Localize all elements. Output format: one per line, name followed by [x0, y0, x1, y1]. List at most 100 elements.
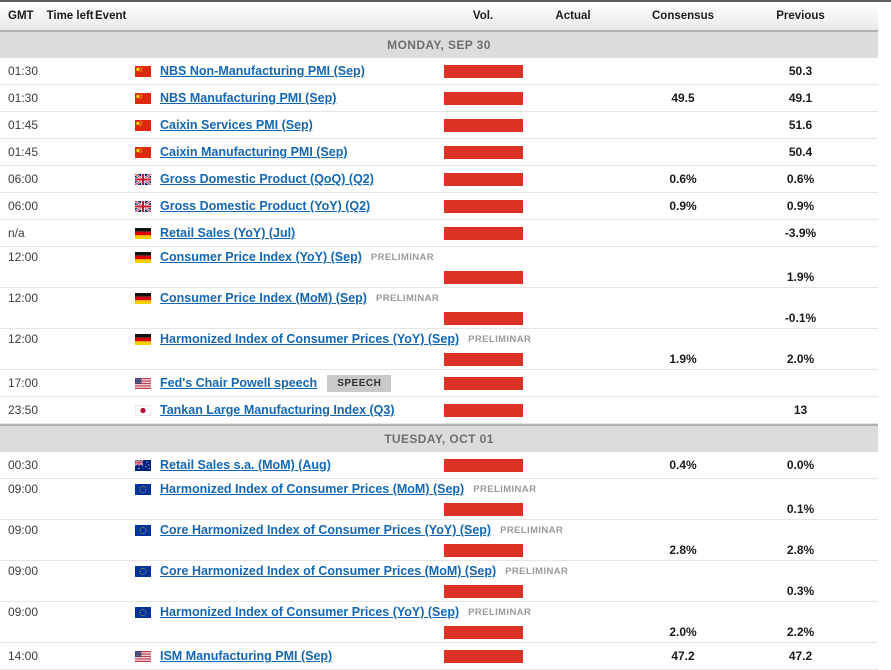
- event-row: 23:50 Tankan Large Manufacturing Index (…: [0, 397, 878, 424]
- event-link[interactable]: Gross Domestic Product (QoQ) (Q2): [160, 172, 374, 186]
- volatility-bar-icon: [443, 226, 523, 240]
- event-cell: Consumer Price Index (MoM) (Sep) PRELIMI…: [95, 288, 878, 308]
- event-cell: Core Harmonized Index of Consumer Prices…: [95, 520, 878, 540]
- event-row: 01:45 Caixin Services PMI (Sep) 51.6: [0, 112, 878, 139]
- china-flag-icon: [135, 119, 151, 131]
- event-link[interactable]: ISM Manufacturing PMI (Sep): [160, 649, 333, 663]
- usa-flag-icon: [135, 650, 151, 662]
- volatility-cell: [443, 199, 523, 213]
- column-header-consensus: Consensus: [652, 10, 714, 22]
- germany-flag-icon: [135, 251, 151, 263]
- event-link[interactable]: Gross Domestic Product (YoY) (Q2): [160, 199, 371, 213]
- australia-flag-icon: [135, 459, 151, 471]
- volatility-cell: [443, 226, 523, 240]
- event-cell: Retail Sales (YoY) (Jul): [95, 226, 443, 240]
- volatility-cell: [443, 349, 523, 369]
- event-link[interactable]: NBS Non-Manufacturing PMI (Sep): [160, 64, 365, 78]
- event-link[interactable]: Retail Sales s.a. (MoM) (Aug): [160, 458, 331, 472]
- preliminar-badge: PRELIMINAR: [473, 483, 537, 495]
- previous-value: 47.2: [788, 649, 813, 663]
- volatility-cell: [443, 91, 523, 105]
- event-time: n/a: [8, 226, 25, 240]
- volatility-bar-icon: [443, 376, 523, 390]
- event-time: 09:00: [8, 523, 39, 537]
- event-cell: Harmonized Index of Consumer Prices (YoY…: [95, 602, 878, 622]
- event-time: 12:00: [8, 291, 39, 305]
- event-link[interactable]: Tankan Large Manufacturing Index (Q3): [160, 403, 395, 417]
- event-cell: ISM Manufacturing PMI (Sep): [95, 649, 443, 663]
- event-time: 12:00: [8, 250, 39, 264]
- event-link[interactable]: Fed's Chair Powell speech: [160, 376, 318, 390]
- event-row: 12:00 Consumer Price Index (MoM) (Sep) P…: [0, 288, 878, 329]
- event-link[interactable]: Retail Sales (YoY) (Jul): [160, 226, 296, 240]
- event-time: 01:45: [8, 118, 39, 132]
- event-cell: Caixin Manufacturing PMI (Sep): [95, 145, 443, 159]
- event-row: 00:30 Retail Sales s.a. (MoM) (Aug) 0.4%…: [0, 452, 878, 479]
- event-link[interactable]: Harmonized Index of Consumer Prices (YoY…: [160, 332, 460, 346]
- event-link[interactable]: Consumer Price Index (MoM) (Sep): [160, 291, 367, 305]
- day-section: TUESDAY, OCT 01 00:30 Retail Sales s.a. …: [0, 424, 878, 670]
- event-cell: Tankan Large Manufacturing Index (Q3): [95, 403, 443, 417]
- previous-value: 49.1: [788, 91, 813, 105]
- volatility-cell: [443, 376, 523, 390]
- volatility-cell: [443, 267, 523, 287]
- section-rows: 00:30 Retail Sales s.a. (MoM) (Aug) 0.4%…: [0, 452, 878, 670]
- volatility-cell: [443, 458, 523, 472]
- event-link[interactable]: NBS Manufacturing PMI (Sep): [160, 91, 337, 105]
- event-link[interactable]: Harmonized Index of Consumer Prices (MoM…: [160, 482, 465, 496]
- volatility-cell: [443, 308, 523, 328]
- event-row: 06:00 Gross Domestic Product (YoY) (Q2) …: [0, 193, 878, 220]
- previous-value: 0.9%: [786, 199, 815, 213]
- volatility-cell: [443, 64, 523, 78]
- event-cell: NBS Manufacturing PMI (Sep): [95, 91, 443, 105]
- consensus-value: 2.8%: [669, 543, 697, 557]
- previous-value: 50.3: [788, 64, 813, 78]
- column-header-previous: Previous: [776, 10, 825, 22]
- preliminar-badge: PRELIMINAR: [500, 524, 564, 536]
- previous-value: 0.6%: [786, 172, 815, 186]
- event-link[interactable]: Caixin Services PMI (Sep): [160, 118, 313, 132]
- volatility-bar-icon: [443, 118, 523, 132]
- volatility-cell: [443, 172, 523, 186]
- event-cell: Harmonized Index of Consumer Prices (MoM…: [95, 479, 878, 499]
- volatility-cell: [443, 403, 523, 417]
- uk-flag-icon: [135, 200, 151, 212]
- event-row: 01:45 Caixin Manufacturing PMI (Sep) 50.…: [0, 139, 878, 166]
- day-section-header: TUESDAY, OCT 01: [0, 424, 878, 452]
- event-row: 09:00 Harmonized Index of Consumer Price…: [0, 602, 878, 643]
- column-header-timeleft: Time left: [46, 10, 94, 22]
- event-link[interactable]: Core Harmonized Index of Consumer Prices…: [160, 564, 497, 578]
- previous-value: 2.2%: [786, 625, 815, 639]
- preliminar-badge: PRELIMINAR: [505, 565, 569, 577]
- column-header-gmt: GMT: [8, 10, 34, 22]
- usa-flag-icon: [135, 377, 151, 389]
- event-cell: Retail Sales s.a. (MoM) (Aug): [95, 458, 443, 472]
- volatility-bar-icon: [443, 64, 523, 78]
- event-row: 06:00 Gross Domestic Product (QoQ) (Q2) …: [0, 166, 878, 193]
- event-link[interactable]: Caixin Manufacturing PMI (Sep): [160, 145, 348, 159]
- day-section-header: MONDAY, SEP 30: [0, 30, 878, 58]
- volatility-bar-icon: [443, 145, 523, 159]
- event-link[interactable]: Core Harmonized Index of Consumer Prices…: [160, 523, 492, 537]
- event-row: 09:00 Core Harmonized Index of Consumer …: [0, 561, 878, 602]
- volatility-bar-icon: [443, 584, 523, 598]
- event-link[interactable]: Harmonized Index of Consumer Prices (YoY…: [160, 605, 460, 619]
- preliminar-badge: PRELIMINAR: [468, 333, 532, 345]
- event-time: 01:30: [8, 91, 39, 105]
- event-row: 09:00 Core Harmonized Index of Consumer …: [0, 520, 878, 561]
- previous-value: 2.0%: [786, 352, 815, 366]
- event-link[interactable]: Consumer Price Index (YoY) (Sep): [160, 250, 362, 264]
- event-cell: Caixin Services PMI (Sep): [95, 118, 443, 132]
- event-time: 01:45: [8, 145, 39, 159]
- volatility-bar-icon: [443, 311, 523, 325]
- china-flag-icon: [135, 146, 151, 158]
- volatility-cell: [443, 581, 523, 601]
- column-header-actual: Actual: [555, 10, 591, 22]
- volatility-bar-icon: [443, 403, 523, 417]
- event-time: 00:30: [8, 458, 39, 472]
- previous-value: 0.0%: [786, 458, 815, 472]
- japan-flag-icon: [135, 404, 151, 416]
- previous-value: -0.1%: [784, 311, 817, 325]
